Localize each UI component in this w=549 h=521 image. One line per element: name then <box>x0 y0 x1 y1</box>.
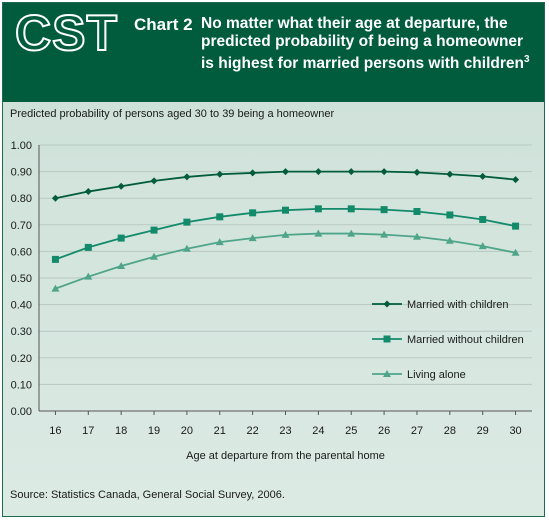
data-point <box>478 242 487 250</box>
data-point <box>347 168 355 176</box>
data-point <box>117 234 125 242</box>
data-point <box>183 173 191 181</box>
data-point <box>412 232 421 240</box>
x-tick-label: 22 <box>247 425 259 437</box>
legend-swatch-marker <box>383 335 391 343</box>
x-tick-label: 25 <box>345 425 357 437</box>
y-tick-label: 0.30 <box>11 326 32 338</box>
legend-swatch-marker <box>383 370 391 377</box>
data-point <box>314 229 323 237</box>
y-tick-label: 1.00 <box>11 140 32 152</box>
y-tick-label: 0.90 <box>11 167 32 179</box>
y-tick-label: 0.80 <box>11 193 32 205</box>
data-point <box>413 168 421 176</box>
y-tick-label: 0.10 <box>11 379 32 391</box>
data-point <box>249 209 257 217</box>
y-tick-label: 0.20 <box>11 353 32 365</box>
chart-number: Chart 2 <box>134 15 193 34</box>
data-point <box>51 194 59 202</box>
x-axis-title: Age at departure from the parental home <box>186 450 385 462</box>
chart-body <box>3 102 544 516</box>
legend-label: Living alone <box>407 369 466 381</box>
data-point <box>512 222 520 230</box>
data-point <box>479 215 487 223</box>
y-tick-label: 0.70 <box>11 220 32 232</box>
x-tick-label: 29 <box>477 425 489 437</box>
data-point <box>413 208 421 215</box>
x-tick-label: 28 <box>444 425 456 437</box>
series-line <box>55 232 516 290</box>
x-tick-label: 20 <box>181 425 193 437</box>
y-tick-label: 0.60 <box>11 246 32 258</box>
data-point <box>117 182 125 190</box>
x-tick-label: 16 <box>49 425 61 437</box>
data-point <box>314 168 322 176</box>
data-point <box>51 284 60 292</box>
data-point <box>380 206 388 214</box>
legend-swatch-marker <box>383 300 391 308</box>
data-point <box>215 238 224 246</box>
data-point <box>282 168 289 176</box>
data-point <box>117 262 126 270</box>
data-point <box>347 229 356 237</box>
series-line <box>55 170 516 200</box>
data-point <box>446 211 454 219</box>
data-point <box>150 177 158 185</box>
x-tick-label: 21 <box>214 425 226 437</box>
data-point <box>347 205 355 213</box>
data-point <box>216 213 224 221</box>
data-point <box>314 205 322 213</box>
y-tick-label: 0.00 <box>11 406 32 418</box>
data-point <box>84 272 93 280</box>
y-tick-label: 0.40 <box>11 300 32 312</box>
data-point <box>446 170 454 178</box>
data-point <box>479 172 487 180</box>
chart-subtitle: Predicted probability of persons aged 30… <box>10 108 335 120</box>
legend-label: Married with children <box>407 299 508 311</box>
x-tick-label: 26 <box>378 425 390 437</box>
data-point <box>216 170 224 178</box>
x-tick-label: 23 <box>279 425 291 437</box>
data-point <box>150 252 159 260</box>
data-point <box>248 234 257 242</box>
x-tick-label: 18 <box>115 425 127 437</box>
chart-title-footnote: 3 <box>523 54 530 65</box>
x-tick-label: 27 <box>411 425 423 437</box>
legend-label: Married without children <box>407 334 524 346</box>
x-tick-label: 24 <box>312 425 324 437</box>
data-point <box>182 244 191 252</box>
data-point <box>282 206 289 214</box>
chart-title: No matter what their age at departure, t… <box>201 15 537 73</box>
chart-frame: CST Chart 2 No matter what their age at … <box>2 2 545 517</box>
y-tick-label: 0.50 <box>11 273 32 285</box>
data-point <box>445 236 454 244</box>
data-point <box>51 255 59 263</box>
data-point <box>84 188 92 196</box>
cst-logo: CST <box>14 5 118 61</box>
x-tick-label: 17 <box>82 425 94 437</box>
data-point <box>281 230 290 238</box>
chart-title-text: No matter what their age at departure, t… <box>201 15 524 73</box>
data-point <box>84 243 92 251</box>
data-point <box>511 248 520 256</box>
chart-header: CST Chart 2 No matter what their age at … <box>3 3 544 102</box>
x-tick-label: 30 <box>509 425 521 437</box>
data-point <box>249 169 257 177</box>
x-tick-label: 19 <box>148 425 160 437</box>
source-note: Source: Statistics Canada, General Socia… <box>10 489 285 501</box>
data-point <box>512 176 520 184</box>
data-point <box>150 226 158 234</box>
data-point <box>380 168 388 176</box>
data-point <box>380 230 389 238</box>
data-point <box>183 218 191 226</box>
